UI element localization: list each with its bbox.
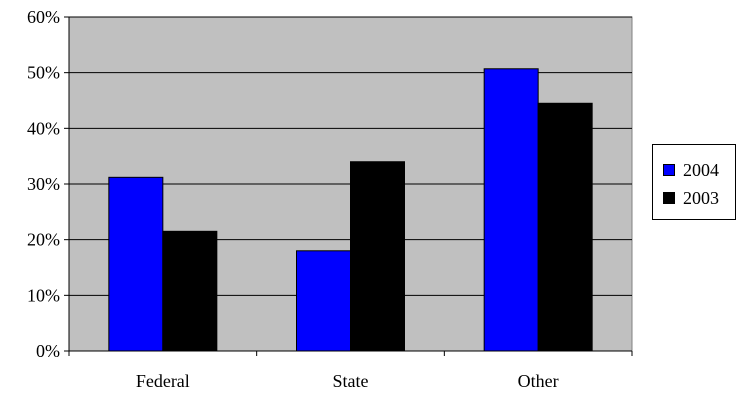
legend-label-2003: 2003	[683, 188, 719, 208]
legend-item-2003: 2003	[663, 187, 719, 209]
legend-swatch-2004	[663, 164, 675, 176]
x-axis-tick-labels: Federal State Other	[68, 351, 633, 391]
y-axis-tick-label: 10%	[27, 285, 60, 305]
x-axis-tick-label: Other	[518, 371, 559, 391]
y-axis-tick-label: 30%	[27, 174, 60, 194]
bars-layer	[108, 68, 593, 352]
y-axis-tick-label: 0%	[36, 341, 60, 361]
y-axis-tick-label: 20%	[27, 230, 60, 250]
legend-swatch-2003	[663, 192, 675, 204]
bar-2004-other	[483, 68, 539, 352]
bar-2004-state	[296, 250, 351, 352]
x-axis-tick-label: State	[333, 371, 369, 391]
bar-2003-state	[350, 161, 405, 352]
bar-2004-federal	[108, 176, 164, 352]
bar-2003-other	[537, 102, 593, 352]
legend-label-2004: 2004	[683, 160, 719, 180]
y-axis-tick-label: 60%	[27, 7, 60, 27]
legend-item-2004: 2004	[663, 159, 719, 181]
x-axis-tick-label: Federal	[136, 371, 190, 391]
y-axis-tick-labels: 0% 10% 20% 30% 40% 50% 60%	[27, 7, 69, 361]
bar-2003-federal	[162, 230, 218, 352]
y-axis-tick-label: 40%	[27, 118, 60, 138]
y-axis-tick-label: 50%	[27, 63, 60, 83]
legend: 2004 2003	[652, 144, 736, 220]
